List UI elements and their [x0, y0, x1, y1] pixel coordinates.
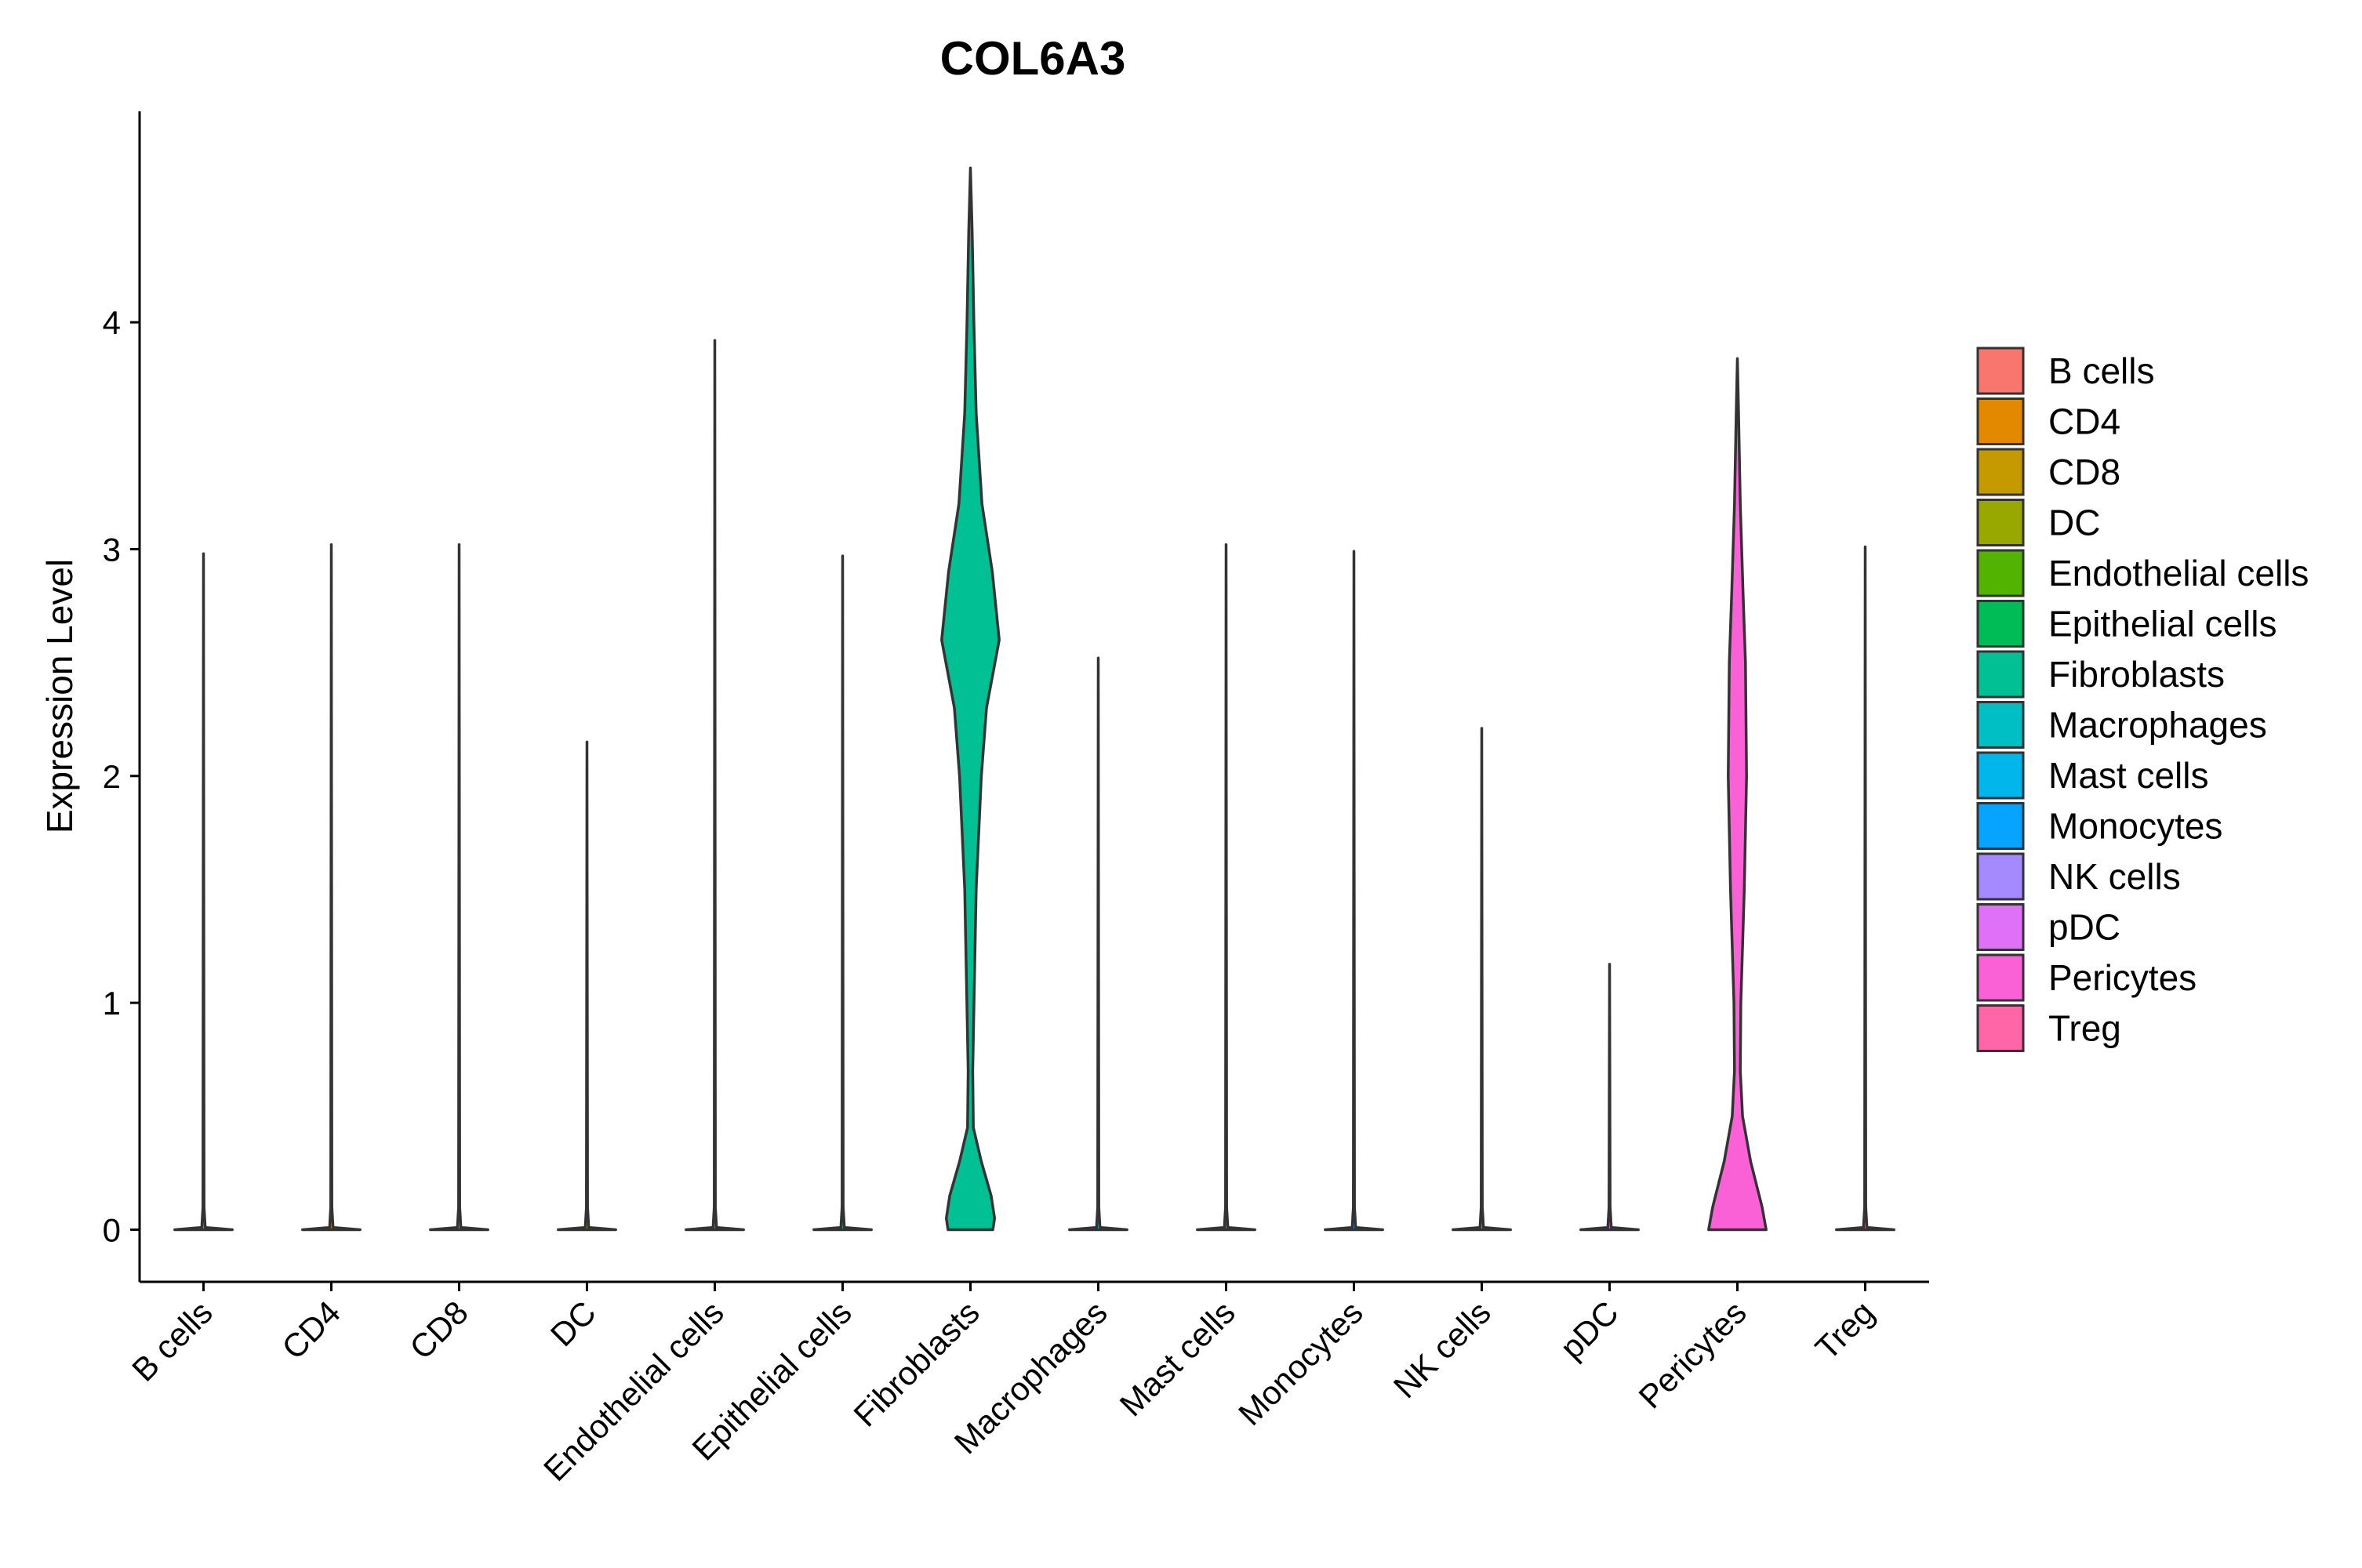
y-axis: 0 1 2 3 4 — [103, 111, 141, 1282]
x-tick-label: CD4 — [274, 1294, 347, 1367]
violin-treg — [1835, 545, 1895, 1232]
x-tick-label: pDC — [1553, 1294, 1626, 1367]
x-tick-label: Monocytes — [1231, 1294, 1370, 1432]
y-tick-label: 0 — [103, 1211, 121, 1248]
violin-pdc — [1579, 963, 1640, 1232]
x-tick-label: Pericytes — [1631, 1294, 1753, 1415]
legend-key-mast-cells — [1976, 751, 2025, 800]
chart-title: COL6A3 — [940, 32, 1126, 85]
x-tick-label: B cells — [125, 1294, 220, 1388]
violin-monocytes — [1324, 550, 1384, 1232]
x-tick-label: Mast cells — [1113, 1294, 1242, 1423]
legend-label-endothelial-cells: Endothelial cells — [2048, 553, 2309, 593]
legend-key-fibroblasts — [1976, 650, 2025, 699]
legend-key-cd8 — [1976, 448, 2025, 496]
violin-nk-cells — [1452, 727, 1512, 1232]
legend: B cells CD4 CD8 DC Endothelial cells Epitheli… — [1976, 347, 2309, 1052]
violin-cd8 — [429, 543, 489, 1232]
legend-label-cd8: CD8 — [2048, 452, 2120, 492]
violin-fibroblasts — [940, 166, 1001, 1232]
legend-key-epithelial-cells — [1976, 600, 2025, 648]
x-tick-label: DC — [543, 1294, 603, 1353]
violins — [173, 166, 1895, 1232]
violin-endothelial-cells — [685, 339, 745, 1232]
legend-label-nk-cells: NK cells — [2048, 856, 2181, 897]
legend-key-endothelial-cells — [1976, 549, 2025, 597]
legend-key-monocytes — [1976, 802, 2025, 850]
violin-mast-cells — [1196, 543, 1256, 1232]
violin-b-cells — [173, 552, 234, 1232]
y-axis-label: Expression Level — [39, 559, 80, 833]
legend-key-dc — [1976, 499, 2025, 546]
legend-label-dc: DC — [2048, 503, 2100, 543]
x-tick-label: Fibroblasts — [846, 1294, 986, 1433]
y-tick-label: 1 — [103, 985, 121, 1022]
legend-key-cd4 — [1976, 397, 2025, 445]
legend-label-epithelial-cells: Epithelial cells — [2048, 604, 2277, 644]
legend-label-fibroblasts: Fibroblasts — [2048, 654, 2225, 695]
violin-epithelial-cells — [812, 554, 873, 1232]
legend-key-pdc — [1976, 903, 2025, 951]
legend-key-nk-cells — [1976, 852, 2025, 901]
legend-key-b-cells — [1976, 347, 2025, 395]
y-tick-label: 4 — [103, 304, 121, 341]
legend-label-treg: Treg — [2048, 1008, 2121, 1049]
legend-label-b-cells: B cells — [2048, 350, 2154, 391]
y-tick-label: 2 — [103, 758, 121, 795]
violin-pericytes — [1707, 357, 1768, 1232]
violin-dc — [557, 740, 617, 1232]
violin-cd4 — [301, 543, 362, 1232]
x-tick-label: CD8 — [402, 1294, 475, 1367]
legend-label-pericytes: Pericytes — [2048, 957, 2197, 998]
x-tick-label: NK cells — [1386, 1294, 1498, 1405]
legend-label-mast-cells: Mast cells — [2048, 755, 2208, 796]
y-tick-label: 3 — [103, 531, 121, 568]
violin-macrophages — [1068, 656, 1128, 1232]
legend-label-monocytes: Monocytes — [2048, 806, 2222, 847]
legend-label-pdc: pDC — [2048, 907, 2120, 948]
legend-label-cd4: CD4 — [2048, 401, 2120, 442]
legend-label-macrophages: Macrophages — [2048, 705, 2267, 746]
x-tick-label: Treg — [1808, 1294, 1881, 1367]
legend-key-pericytes — [1976, 953, 2025, 1002]
legend-key-macrophages — [1976, 701, 2025, 749]
legend-key-treg — [1976, 1004, 2025, 1052]
